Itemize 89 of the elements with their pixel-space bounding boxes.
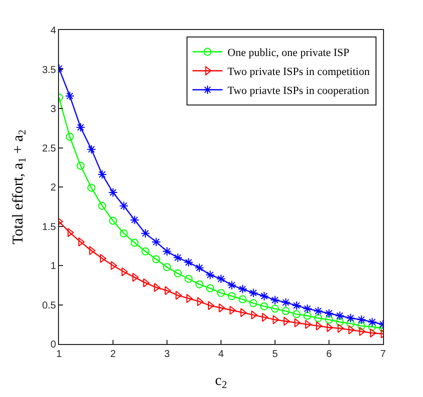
legend-label: Two priavte ISPs in cooperation [228,85,370,98]
point [132,272,139,282]
point [130,238,139,247]
point [100,254,106,263]
point [368,322,376,331]
y-tick-label: 3.5 [42,64,56,76]
point [346,320,355,328]
point [262,312,268,322]
point [325,316,333,324]
point [303,312,312,320]
legend-label: One public, one private ISP [228,47,350,60]
point [335,311,344,320]
y-tick-label: 2 [50,182,56,194]
point [314,306,323,316]
point [260,291,269,301]
point [248,288,258,298]
point [260,302,268,310]
point [98,202,106,210]
point [152,255,160,264]
point [249,299,258,308]
point [324,308,334,318]
point [186,294,193,304]
point [162,246,172,256]
point [119,201,128,211]
point [140,228,150,238]
point [217,288,225,297]
point [356,314,366,324]
y-tick-label: 1.5 [42,222,56,233]
x-tick-label: 2 [110,349,116,360]
point [282,307,290,316]
point [370,328,376,338]
point [195,280,204,288]
x-tick-label: 6 [326,349,332,360]
point [66,132,74,141]
x-tick-label: 4 [218,349,224,360]
y-tick-label: 0.5 [42,300,56,312]
point [240,308,247,318]
point [184,258,194,268]
point [292,310,301,318]
point [194,263,204,273]
x-tick-label: 3 [164,349,170,360]
point [357,322,366,330]
point [108,188,118,198]
point [152,237,161,247]
point [109,216,117,225]
point [227,280,236,290]
point [120,229,128,238]
legend-label: Two private ISPs in competition [228,66,370,78]
point [98,170,107,180]
point [294,318,301,328]
point [130,215,140,225]
point [206,284,214,292]
point [271,304,279,313]
point [336,318,344,326]
point [87,184,96,192]
y-tick-label: 4 [50,26,56,36]
point [314,314,322,322]
point [208,301,214,310]
point [76,162,85,170]
point [76,122,86,132]
point [346,313,356,323]
point [281,298,290,308]
point [216,274,226,284]
point [238,284,248,294]
point [141,247,150,256]
y-tick-label: 2.5 [42,143,56,154]
y-tick-label: 0 [50,340,56,350]
point [78,237,85,246]
point [154,282,160,292]
y-tick-label: 3 [50,104,56,115]
point [173,252,182,262]
point [65,91,74,101]
x-tick-label: 7 [380,349,386,360]
point [184,274,193,283]
point [228,292,236,300]
point [163,263,171,272]
x-axis-title: c$_{2}$ [215,373,227,392]
point [174,269,182,278]
point [206,270,215,280]
point [348,325,355,334]
point [368,317,377,327]
point [302,304,312,314]
y-tick-label: 1 [50,261,56,272]
point [86,144,96,154]
point [316,321,322,330]
point [270,295,280,305]
point [238,295,247,304]
x-tick-label: 5 [272,349,278,360]
point [292,300,302,310]
